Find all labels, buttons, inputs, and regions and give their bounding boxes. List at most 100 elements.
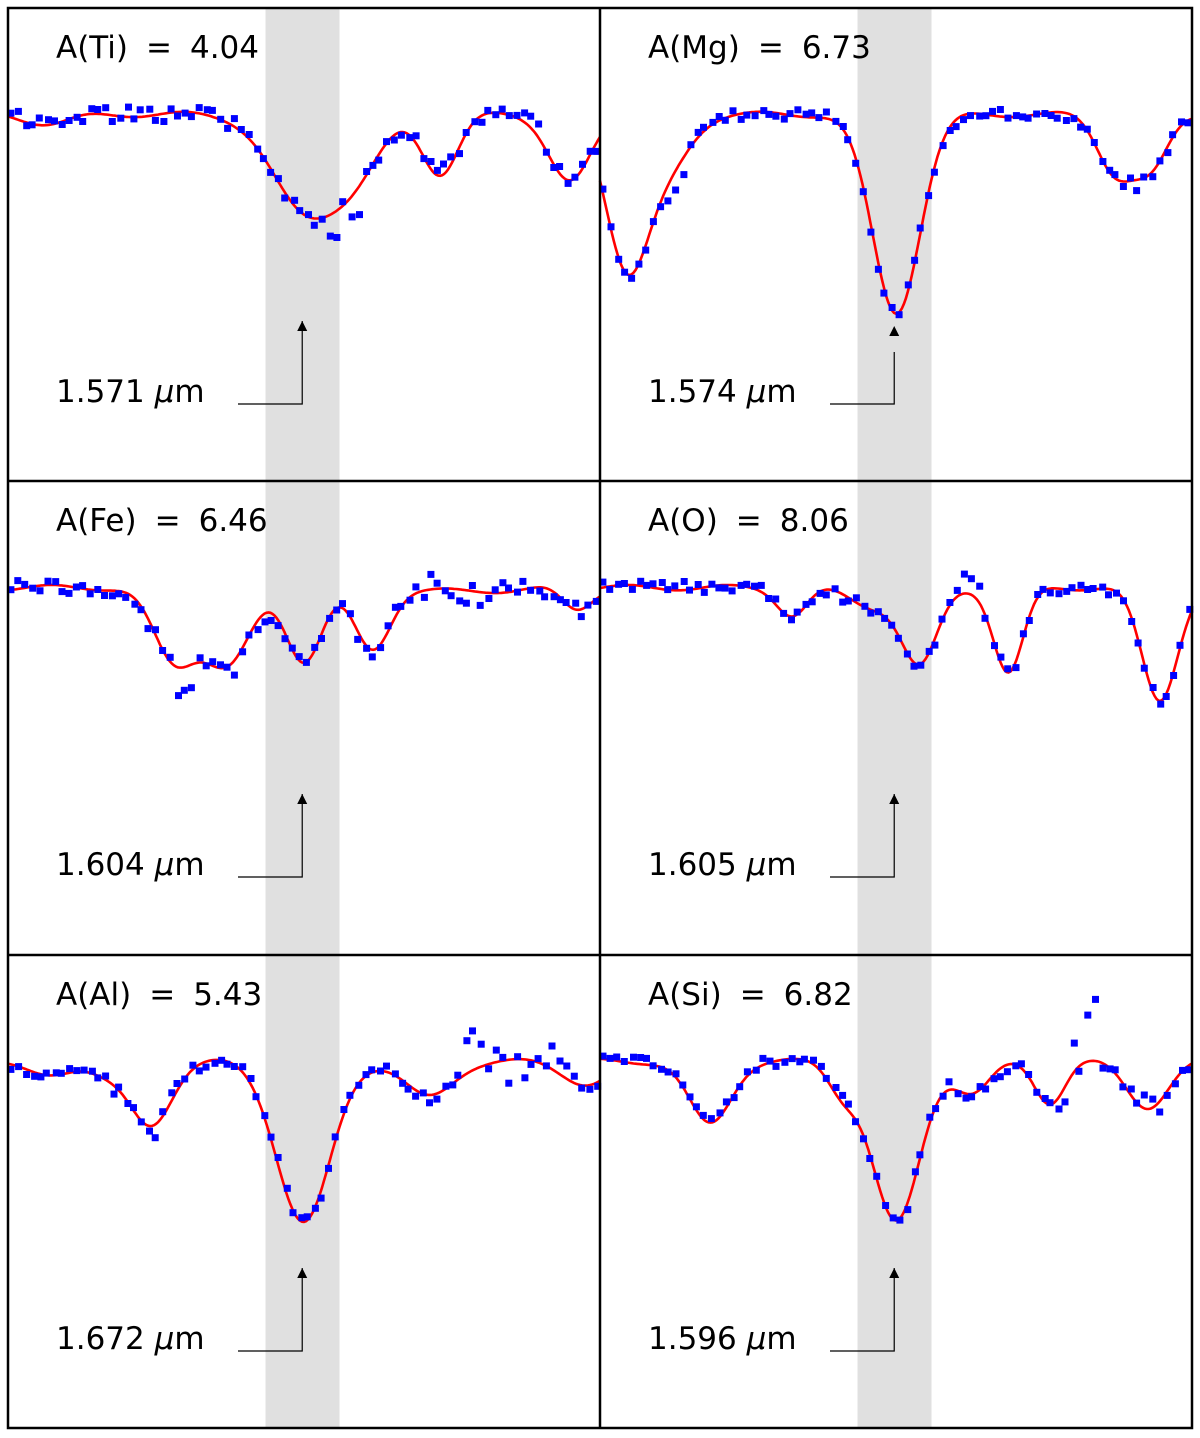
observed-data-point — [852, 159, 860, 167]
observed-data-point — [808, 598, 816, 606]
observed-data-point — [1163, 1091, 1171, 1099]
observed-data-point — [860, 1135, 867, 1143]
observed-data-point — [982, 112, 990, 120]
observed-data-point — [383, 138, 390, 146]
observed-data-point — [36, 587, 44, 595]
observed-data-point — [1017, 1060, 1025, 1068]
observed-data-point — [521, 1074, 529, 1082]
observed-data-point — [239, 1063, 247, 1071]
observed-data-point — [832, 117, 840, 125]
observed-data-point — [245, 131, 253, 138]
observed-data-point — [406, 134, 414, 142]
observed-data-point — [1149, 173, 1157, 181]
abundance-label: A(Si) = 6.82 — [648, 977, 853, 1013]
observed-data-point — [94, 1074, 102, 1082]
observed-data-point — [499, 579, 507, 587]
observed-data-point — [1012, 112, 1020, 120]
observed-data-point — [572, 599, 580, 607]
observed-data-point — [1111, 171, 1119, 179]
observed-data-point — [1019, 630, 1027, 638]
observed-data-point — [628, 585, 636, 593]
observed-data-point — [485, 1065, 493, 1073]
observed-data-point — [325, 1164, 332, 1172]
observed-data-point — [115, 590, 123, 598]
observed-data-point — [822, 591, 830, 599]
observed-data-point — [102, 104, 110, 112]
observed-data-point — [94, 586, 102, 593]
observed-data-point — [57, 1069, 65, 1077]
observed-data-point — [960, 116, 967, 124]
observed-data-point — [765, 595, 773, 602]
observed-data-point — [649, 580, 657, 588]
observed-data-point — [73, 113, 81, 121]
observed-data-point — [882, 1202, 890, 1209]
observed-data-point — [419, 1089, 427, 1097]
observed-data-point — [514, 588, 521, 596]
observed-data-point — [599, 1052, 607, 1060]
observed-data-point — [953, 586, 961, 594]
observed-data-point — [1162, 693, 1170, 700]
observed-data-point — [1171, 1080, 1179, 1088]
observed-data-point — [649, 1062, 657, 1070]
observed-data-point — [839, 123, 847, 130]
observed-data-point — [788, 1055, 796, 1063]
observed-data-point — [51, 117, 58, 125]
arrowhead-icon — [297, 321, 308, 331]
observed-data-point — [462, 599, 470, 607]
observed-data-point — [765, 110, 773, 118]
observed-data-point — [463, 1037, 471, 1045]
observed-data-point — [556, 163, 564, 170]
observed-data-point — [615, 580, 623, 588]
observed-data-point — [1106, 1065, 1114, 1073]
observed-data-point — [564, 179, 572, 187]
observed-data-point — [363, 644, 371, 652]
observed-data-point — [686, 586, 693, 594]
observed-data-point — [556, 1057, 564, 1065]
observed-data-point — [88, 105, 96, 113]
observed-data-point — [527, 1060, 535, 1068]
observed-data-point — [1092, 995, 1099, 1003]
observed-data-point — [800, 1055, 808, 1063]
panel-al: A(Al) = 5.43 1.672 μm — [7, 955, 602, 1428]
observed-data-point — [794, 106, 802, 114]
observed-data-point — [1090, 139, 1098, 146]
observed-data-point — [1089, 585, 1097, 592]
observed-data-point — [211, 1059, 219, 1067]
observed-data-point — [737, 115, 745, 123]
observed-data-point — [397, 602, 405, 610]
observed-data-point — [643, 1054, 650, 1062]
observed-data-point — [274, 1154, 282, 1161]
observed-data-point — [35, 114, 43, 122]
observed-data-point — [788, 616, 795, 624]
observed-data-point — [594, 1082, 602, 1090]
observed-data-point — [931, 641, 939, 649]
observed-data-point — [420, 593, 428, 601]
observed-data-point — [796, 1058, 804, 1066]
wavelength-label: 1.672 μm — [56, 1321, 205, 1357]
observed-data-point — [159, 1108, 167, 1116]
observed-data-point — [620, 1058, 628, 1065]
observed-data-point — [295, 653, 303, 661]
observed-data-point — [159, 647, 167, 654]
observed-data-point — [728, 587, 736, 595]
observed-data-point — [760, 107, 768, 115]
observed-data-point — [151, 116, 159, 124]
observed-data-point — [137, 1118, 145, 1126]
observed-data-point — [144, 625, 152, 633]
observed-data-point — [722, 1098, 730, 1106]
observed-data-point — [476, 601, 484, 609]
observed-data-point — [881, 614, 889, 622]
observed-data-point — [404, 1085, 412, 1093]
observed-data-point — [1004, 114, 1012, 122]
observed-data-point — [1099, 158, 1107, 165]
observed-data-point — [484, 106, 492, 114]
observed-data-point — [808, 109, 816, 117]
observed-data-point — [505, 112, 513, 120]
observed-data-point — [716, 1109, 724, 1117]
line-highlight-band — [857, 8, 932, 481]
observed-data-point — [628, 274, 636, 282]
observed-data-point — [318, 635, 325, 642]
observed-data-point — [254, 145, 262, 153]
observed-data-point — [346, 610, 354, 618]
